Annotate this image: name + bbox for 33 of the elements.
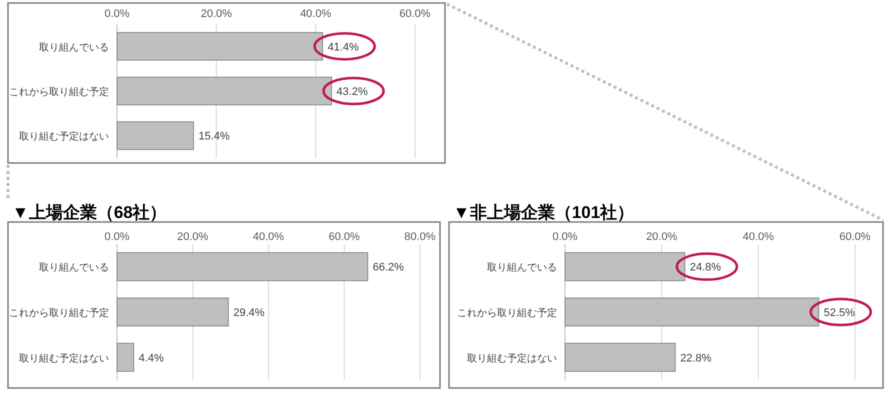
y-tick-label: これから取り組む予定 xyxy=(9,307,109,319)
y-tick-label: 取り組む予定はない xyxy=(19,130,109,143)
data-label: 22.8% xyxy=(680,352,712,364)
data-label: 4.4% xyxy=(138,352,164,364)
data-label: 43.2% xyxy=(336,86,368,98)
x-tick-label: 20.0% xyxy=(200,8,232,20)
data-label: 66.2% xyxy=(372,262,404,274)
y-tick-label: これから取り組む予定 xyxy=(9,86,109,98)
x-tick-label: 0.0% xyxy=(104,231,130,243)
x-tick-label: 0.0% xyxy=(552,231,578,243)
y-tick-label: これから取り組む予定 xyxy=(457,307,557,319)
y-tick-label: 取り組む予定はない xyxy=(467,352,557,364)
data-label: 52.5% xyxy=(824,307,856,319)
x-tick-label: 20.0% xyxy=(646,231,678,243)
y-tick-label: 取り組んでいる xyxy=(39,42,109,54)
chart-title: ▼非上場企業（101社） xyxy=(453,203,634,222)
x-tick-label: 40.0% xyxy=(300,8,332,20)
x-tick-label: 80.0% xyxy=(404,231,436,243)
chart-title: ▼上場企業（68社） xyxy=(12,203,167,222)
data-label: 41.4% xyxy=(328,41,360,54)
x-tick-label: 20.0% xyxy=(177,231,209,243)
y-tick-label: 取り組む予定はない xyxy=(19,352,109,364)
y-tick-label: 取り組んでいる xyxy=(39,262,109,274)
x-tick-label: 60.0% xyxy=(399,8,431,20)
x-tick-label: 40.0% xyxy=(252,231,284,243)
x-tick-label: 60.0% xyxy=(328,231,360,243)
x-tick-label: 0.0% xyxy=(104,8,130,20)
data-label: 15.4% xyxy=(198,130,230,143)
x-tick-label: 60.0% xyxy=(839,231,871,243)
x-tick-label: 40.0% xyxy=(742,231,774,243)
data-label: 29.4% xyxy=(233,307,265,319)
y-tick-label: 取り組んでいる xyxy=(487,262,557,274)
data-label: 24.8% xyxy=(690,262,722,274)
